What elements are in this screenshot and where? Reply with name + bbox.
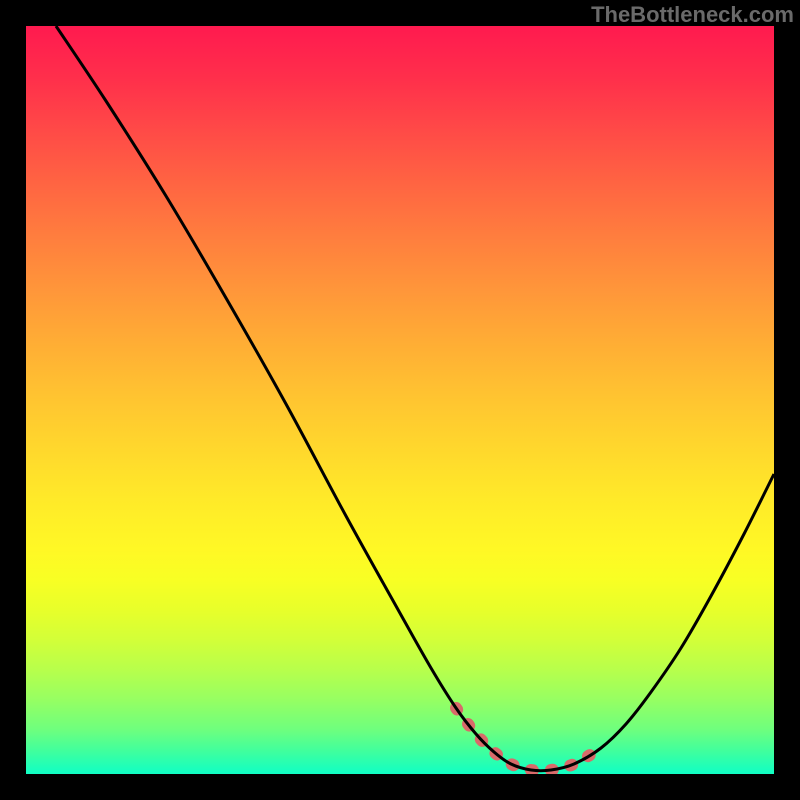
- bottleneck-v-curve: [56, 26, 774, 771]
- chart-container: TheBottleneck.com: [0, 0, 800, 800]
- plot-area: [26, 26, 774, 774]
- watermark-text: TheBottleneck.com: [591, 2, 794, 28]
- curve-layer: [26, 26, 774, 774]
